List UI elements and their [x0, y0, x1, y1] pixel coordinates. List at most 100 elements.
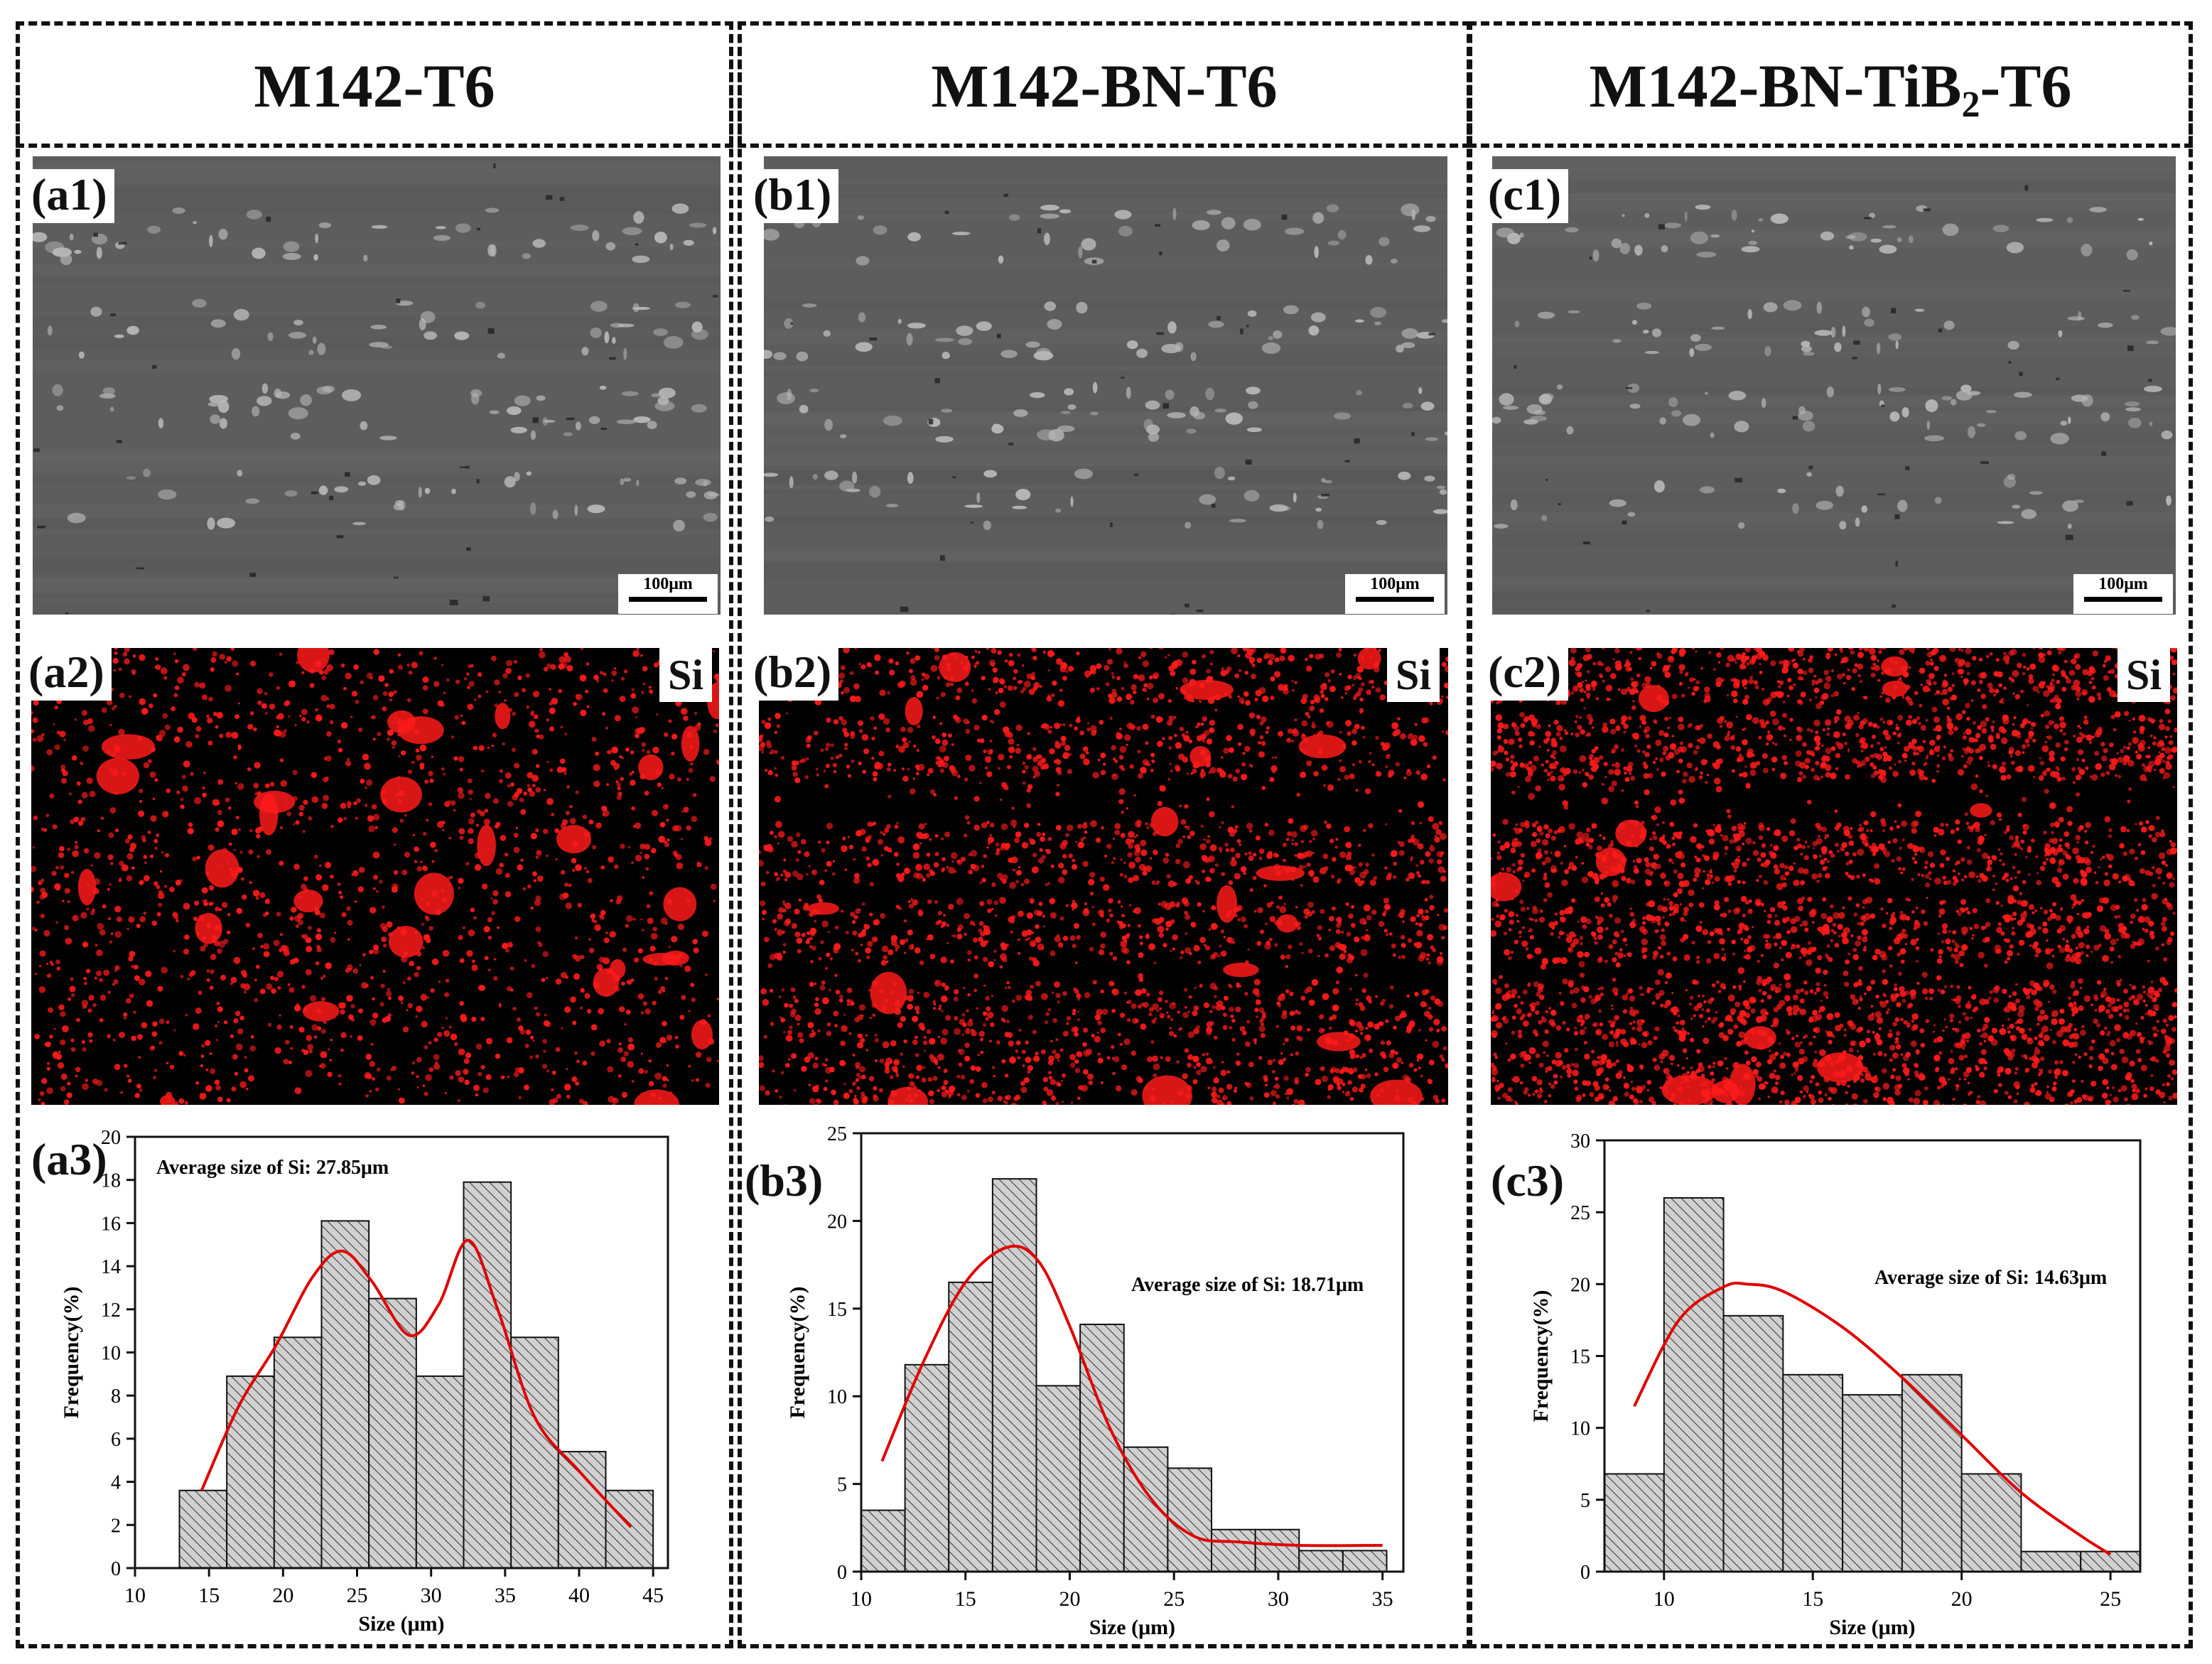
panel-label-c1: (c1): [1482, 169, 1569, 223]
histogram-bar: [2020, 1550, 2082, 1573]
x-tick-label: 35: [1372, 1587, 1393, 1611]
histogram-bar: [1782, 1373, 1844, 1572]
y-tick-label: 20: [827, 1211, 847, 1233]
x-tick-label: 20: [1059, 1587, 1080, 1611]
column-title-c: M142-BN-TiB2-T6: [1589, 52, 2072, 125]
y-tick-label: 10: [1570, 1418, 1590, 1440]
y-tick-label: 25: [827, 1123, 847, 1145]
y-tick-label: 0: [1580, 1562, 1590, 1584]
histogram-bar: [1342, 1550, 1388, 1573]
histogram-bar: [1167, 1467, 1213, 1572]
panel-label-a2: (a2): [23, 647, 112, 701]
y-tick-label: 0: [111, 1558, 121, 1580]
x-tick-label: 25: [1163, 1587, 1185, 1611]
panel-label-c2: (c2): [1482, 647, 1569, 701]
column-title-b: M142-BN-T6: [931, 52, 1278, 120]
panel-label-b3: (b3): [745, 1155, 824, 1206]
y-tick-label: 15: [827, 1299, 847, 1321]
x-tick-label: 15: [1802, 1587, 1823, 1611]
x-tick-label: 45: [642, 1584, 664, 1607]
x-axis-label: Size (μm): [1089, 1616, 1175, 1639]
histogram-bar: [605, 1489, 654, 1569]
y-tick-label: 10: [101, 1343, 121, 1365]
column-title-a: M142-T6: [254, 52, 495, 120]
y-tick-label: 4: [111, 1472, 121, 1494]
x-tick-label: 15: [198, 1584, 220, 1607]
scale-bar-a1: 100μm: [618, 574, 718, 614]
histogram-bar: [273, 1336, 323, 1569]
x-tick-label: 20: [1951, 1587, 1973, 1611]
eds-image-a2: [31, 648, 719, 1105]
panel-label-b1: (b1): [748, 169, 839, 223]
y-tick-label: 15: [1570, 1346, 1590, 1368]
sem-image-c1: [1492, 156, 2176, 615]
fit-curve: [880, 1244, 1383, 1547]
panel-label-a3: (a3): [31, 1134, 107, 1184]
y-tick-label: 16: [101, 1213, 121, 1235]
plot-frame: [860, 1132, 1405, 1573]
sem-micrograph-c1: [1492, 156, 2176, 615]
x-tick-label: 10: [124, 1584, 146, 1607]
x-tick-label: 10: [1653, 1587, 1675, 1611]
histogram-bar: [1722, 1314, 1784, 1572]
histogram-bar: [860, 1509, 906, 1573]
x-tick-label: 25: [2100, 1587, 2121, 1611]
x-axis-label: Size (μm): [1829, 1616, 1915, 1639]
y-axis-label: Frequency(%): [1529, 1290, 1553, 1422]
y-tick-label: 20: [1570, 1274, 1590, 1296]
y-tick-label: 14: [101, 1256, 121, 1278]
x-tick-label: 35: [495, 1584, 516, 1607]
y-tick-label: 5: [837, 1474, 847, 1496]
eds-image-b2: [759, 648, 1448, 1105]
scale-bar-c1: 100μm: [2073, 574, 2173, 614]
panel-label-b2: (b2): [748, 647, 839, 701]
y-tick-label: 0: [837, 1562, 847, 1584]
histogram-bar: [2080, 1550, 2141, 1573]
y-tick-label: 8: [111, 1385, 121, 1408]
average-size-annotation: Average size of Si: 27.85μm: [156, 1157, 389, 1179]
element-label-b2: Si: [1387, 648, 1440, 702]
sem-image-a1: [33, 156, 721, 615]
frame-header-a: [16, 21, 733, 148]
y-tick-label: 6: [111, 1429, 121, 1451]
histogram-bar: [948, 1281, 993, 1573]
average-size-annotation: Average size of Si: 18.71μm: [1131, 1274, 1364, 1296]
fit-curve: [1633, 1281, 2112, 1556]
panel-label-c3: (c3): [1491, 1155, 1565, 1206]
y-tick-label: 2: [111, 1515, 121, 1537]
histogram-bar: [1298, 1550, 1344, 1573]
y-axis-label: Frequency(%): [786, 1286, 809, 1418]
y-tick-label: 12: [101, 1300, 121, 1322]
sem-micrograph-b1: [764, 156, 1447, 615]
x-tick-label: 15: [955, 1587, 976, 1611]
x-tick-label: 30: [421, 1584, 442, 1607]
x-tick-label: 25: [347, 1584, 368, 1607]
scale-bar-b1: 100μm: [1345, 574, 1445, 614]
x-tick-label: 30: [1268, 1587, 1289, 1611]
x-tick-label: 10: [851, 1587, 872, 1611]
fit-curve: [200, 1238, 632, 1528]
y-tick-label: 10: [827, 1386, 847, 1408]
panel-label-a1: (a1): [26, 169, 114, 223]
element-label-c2: Si: [2117, 648, 2171, 702]
histogram-bar: [991, 1178, 1037, 1572]
x-tick-label: 40: [568, 1584, 590, 1607]
frame-header-c: [1468, 21, 2193, 148]
histogram-bar: [1211, 1528, 1256, 1573]
y-tick-label: 30: [1570, 1130, 1590, 1152]
histogram-bar: [1604, 1473, 1665, 1572]
eds-si-map-a2: [31, 648, 719, 1105]
element-label-a2: Si: [659, 648, 713, 702]
y-tick-label: 25: [1570, 1202, 1590, 1224]
y-axis-label: Frequency(%): [60, 1286, 83, 1418]
x-axis-label: Size (μm): [358, 1612, 444, 1636]
y-tick-label: 5: [1580, 1490, 1590, 1512]
histogram-bar: [1901, 1373, 1963, 1572]
histogram-bar: [1842, 1394, 1903, 1572]
y-tick-label: 20: [101, 1127, 121, 1149]
histogram-bar: [904, 1363, 950, 1572]
sem-micrograph-a1: [33, 156, 721, 615]
sem-image-b1: [764, 156, 1447, 615]
